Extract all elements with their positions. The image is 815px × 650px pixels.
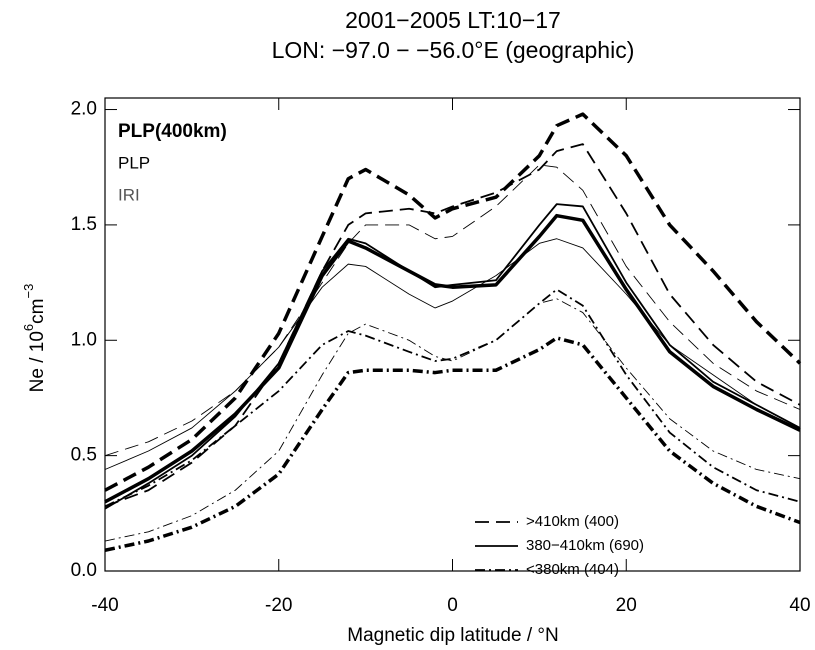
chart-title: 2001−2005 LT:10−17 [345,7,561,33]
legend-weight-label: IRI [118,185,140,204]
x-tick-label: -20 [265,595,292,616]
data-line [104,143,801,508]
data-line [104,203,801,510]
y-axis-label: Ne / 106cm−3 [21,284,48,393]
y-tick-label: 2.0 [71,99,97,120]
x-tick-label: 40 [789,595,810,616]
x-tick-label: 0 [447,595,458,616]
y-label-part: Ne / 10 [27,331,48,392]
y-label-part: cm [27,299,48,324]
legend-weight-label: PLP(400km) [118,121,227,142]
data-line [104,213,801,504]
y-label-sup: −3 [21,284,36,299]
data-line [104,288,801,508]
y-label-sup: 6 [21,324,36,331]
legend-style-label: 380−410km (690) [526,537,644,554]
data-line [104,298,801,542]
y-tick-label: 0.0 [71,560,97,581]
x-tick-label: -40 [91,595,118,616]
chart-subtitle: LON: −97.0 − −56.0°E (geographic) [272,37,635,63]
legend-style-label: >410km (400) [526,513,619,530]
y-tick-label: 0.5 [71,445,97,466]
y-tick-label: 1.5 [71,214,97,235]
data-line [104,336,801,552]
x-tick-label: 20 [616,595,637,616]
data-line [104,112,802,492]
plot-frame [104,97,801,572]
legend-style-label: <380km (404) [526,561,619,578]
y-tick-label: 1.0 [71,329,97,350]
data-line [104,238,801,470]
legend-weight-label: PLP [118,153,150,172]
x-axis-label: Magnetic dip latitude / °N [347,625,558,646]
